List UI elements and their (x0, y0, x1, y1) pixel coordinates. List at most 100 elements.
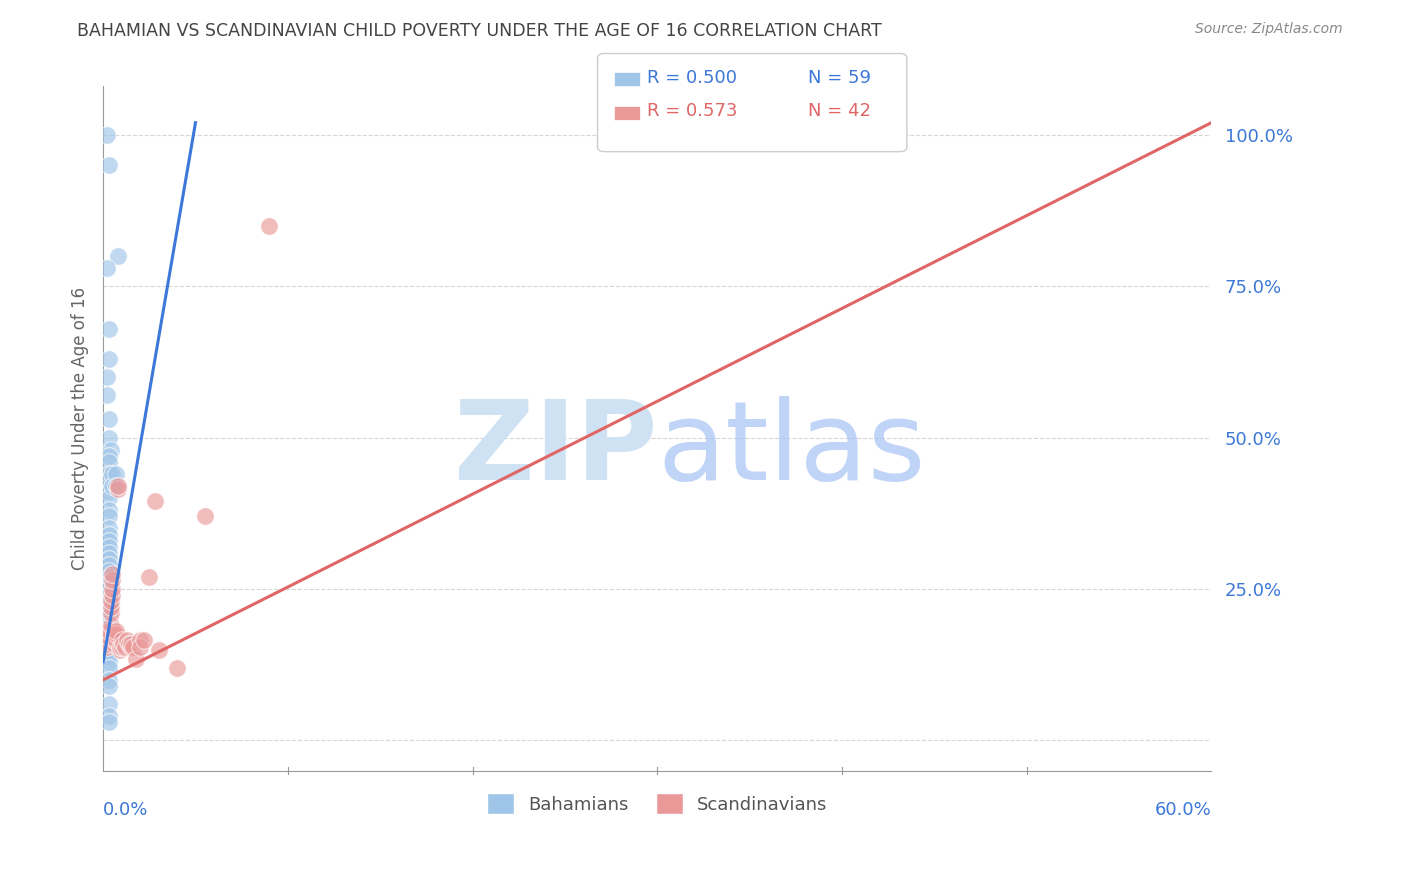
Point (129, 633, 152, 648)
Point (97, 612, 120, 626)
Point (114, 640, 136, 654)
Point (97, 431, 120, 445)
Point (97, 485, 120, 500)
Point (97, 715, 120, 730)
Point (97, 633, 120, 648)
Point (101, 566, 124, 581)
Point (96, 260, 118, 275)
Point (97, 158, 120, 172)
Point (115, 633, 138, 648)
Point (105, 627, 128, 641)
Point (97, 491, 120, 505)
Point (97, 624, 120, 639)
Point (97, 631, 120, 645)
Point (97, 648, 120, 663)
Legend: Bahamians, Scandinavians: Bahamians, Scandinavians (478, 784, 837, 823)
Point (121, 640, 143, 654)
Point (97, 521, 120, 535)
Point (97, 709, 120, 723)
Point (97, 621, 120, 635)
Point (112, 636, 135, 650)
Point (97, 576, 120, 591)
Point (97, 582, 120, 596)
Point (125, 651, 148, 665)
Point (108, 642, 131, 657)
Point (96, 640, 118, 654)
Point (97, 606, 120, 620)
Point (105, 479, 128, 493)
Text: N = 59: N = 59 (808, 69, 872, 87)
Point (96, 370, 118, 384)
Point (103, 627, 125, 641)
Text: 60.0%: 60.0% (1154, 802, 1212, 820)
Point (97, 449, 120, 463)
Point (100, 594, 122, 608)
Point (97, 679, 120, 693)
Point (97, 600, 120, 615)
Point (129, 640, 152, 654)
Point (97, 564, 120, 578)
Point (97, 618, 120, 632)
Text: Source: ZipAtlas.com: Source: ZipAtlas.com (1195, 22, 1343, 37)
Point (97, 661, 120, 675)
Point (97, 503, 120, 517)
Point (97, 615, 120, 630)
Point (194, 509, 217, 524)
Point (97, 594, 120, 608)
Point (105, 467, 128, 481)
Point (120, 636, 142, 650)
Point (101, 588, 124, 602)
Point (107, 482, 129, 496)
Point (101, 573, 124, 587)
Text: atlas: atlas (657, 395, 925, 502)
Point (97, 540, 120, 554)
Point (97, 321, 120, 335)
Point (97, 697, 120, 711)
Point (103, 636, 125, 650)
Point (105, 633, 128, 648)
Point (97, 627, 120, 641)
Point (97, 624, 120, 639)
Point (97, 467, 120, 481)
Point (97, 609, 120, 624)
Point (100, 442, 122, 457)
Point (120, 640, 142, 654)
Point (97, 640, 120, 654)
Point (107, 249, 129, 263)
Point (101, 467, 124, 481)
Point (97, 551, 120, 566)
Point (107, 479, 129, 493)
Point (97, 636, 120, 650)
Point (97, 533, 120, 548)
Point (97, 631, 120, 645)
Point (97, 570, 120, 584)
Point (96, 128, 118, 142)
Text: BAHAMIAN VS SCANDINAVIAN CHILD POVERTY UNDER THE AGE OF 16 CORRELATION CHART: BAHAMIAN VS SCANDINAVIAN CHILD POVERTY U… (77, 22, 882, 40)
Point (97, 412, 120, 426)
Point (100, 600, 122, 615)
Point (148, 642, 170, 657)
Point (143, 494, 166, 508)
Point (97, 655, 120, 669)
Point (108, 640, 131, 654)
Point (96, 388, 118, 402)
Point (110, 640, 132, 654)
Point (166, 661, 188, 675)
Point (110, 633, 132, 648)
Point (97, 546, 120, 560)
Point (97, 588, 120, 602)
Point (101, 479, 124, 493)
Y-axis label: Child Poverty Under the Age of 16: Child Poverty Under the Age of 16 (72, 287, 89, 570)
Point (96, 636, 118, 650)
Point (97, 455, 120, 469)
Point (97, 673, 120, 687)
Text: ZIP: ZIP (454, 395, 657, 502)
Point (100, 618, 122, 632)
Point (138, 570, 160, 584)
Point (97, 509, 120, 524)
Point (103, 633, 125, 648)
Point (103, 631, 125, 645)
Point (101, 582, 124, 596)
Text: R = 0.573: R = 0.573 (647, 103, 737, 120)
Point (97, 603, 120, 617)
